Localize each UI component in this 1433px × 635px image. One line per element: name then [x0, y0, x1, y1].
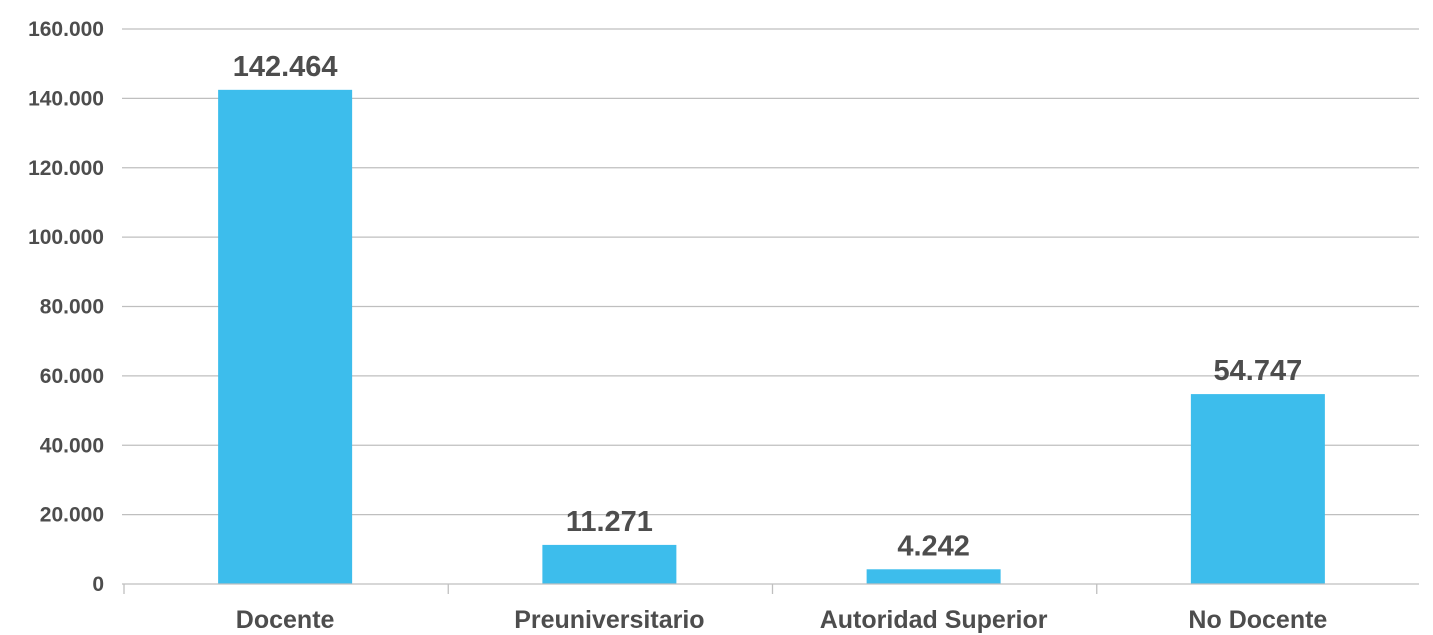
bars [218, 89, 1325, 584]
y-tick-label: 100.000 [28, 226, 104, 249]
data-label: 142.464 [233, 51, 338, 83]
data-label: 4.242 [897, 530, 970, 562]
y-tick-label: 80.000 [40, 296, 104, 319]
bar [218, 89, 353, 584]
y-tick-label: 140.000 [28, 87, 104, 110]
x-tick-label: Preuniversitario [514, 606, 704, 634]
y-tick-label: 40.000 [40, 434, 104, 457]
y-tick-label: 160.000 [28, 18, 104, 41]
data-label: 54.747 [1214, 355, 1303, 387]
x-tick-label: No Docente [1188, 606, 1327, 634]
bar [866, 569, 1001, 584]
y-tick-label: 120.000 [28, 157, 104, 180]
data-label: 11.271 [566, 506, 653, 538]
bar [542, 544, 677, 584]
y-tick-label: 0 [92, 573, 104, 596]
y-tick-label: 60.000 [40, 365, 104, 388]
x-axis [122, 583, 1419, 594]
labels: 0 20.000 40.000 60.000 80.000 100.000 120.000 1… [28, 18, 1327, 634]
x-tick-label: Docente [236, 606, 335, 634]
x-tick-label: Autoridad Superior [820, 606, 1048, 634]
bar [1190, 394, 1325, 584]
y-tick-label: 20.000 [40, 504, 104, 527]
